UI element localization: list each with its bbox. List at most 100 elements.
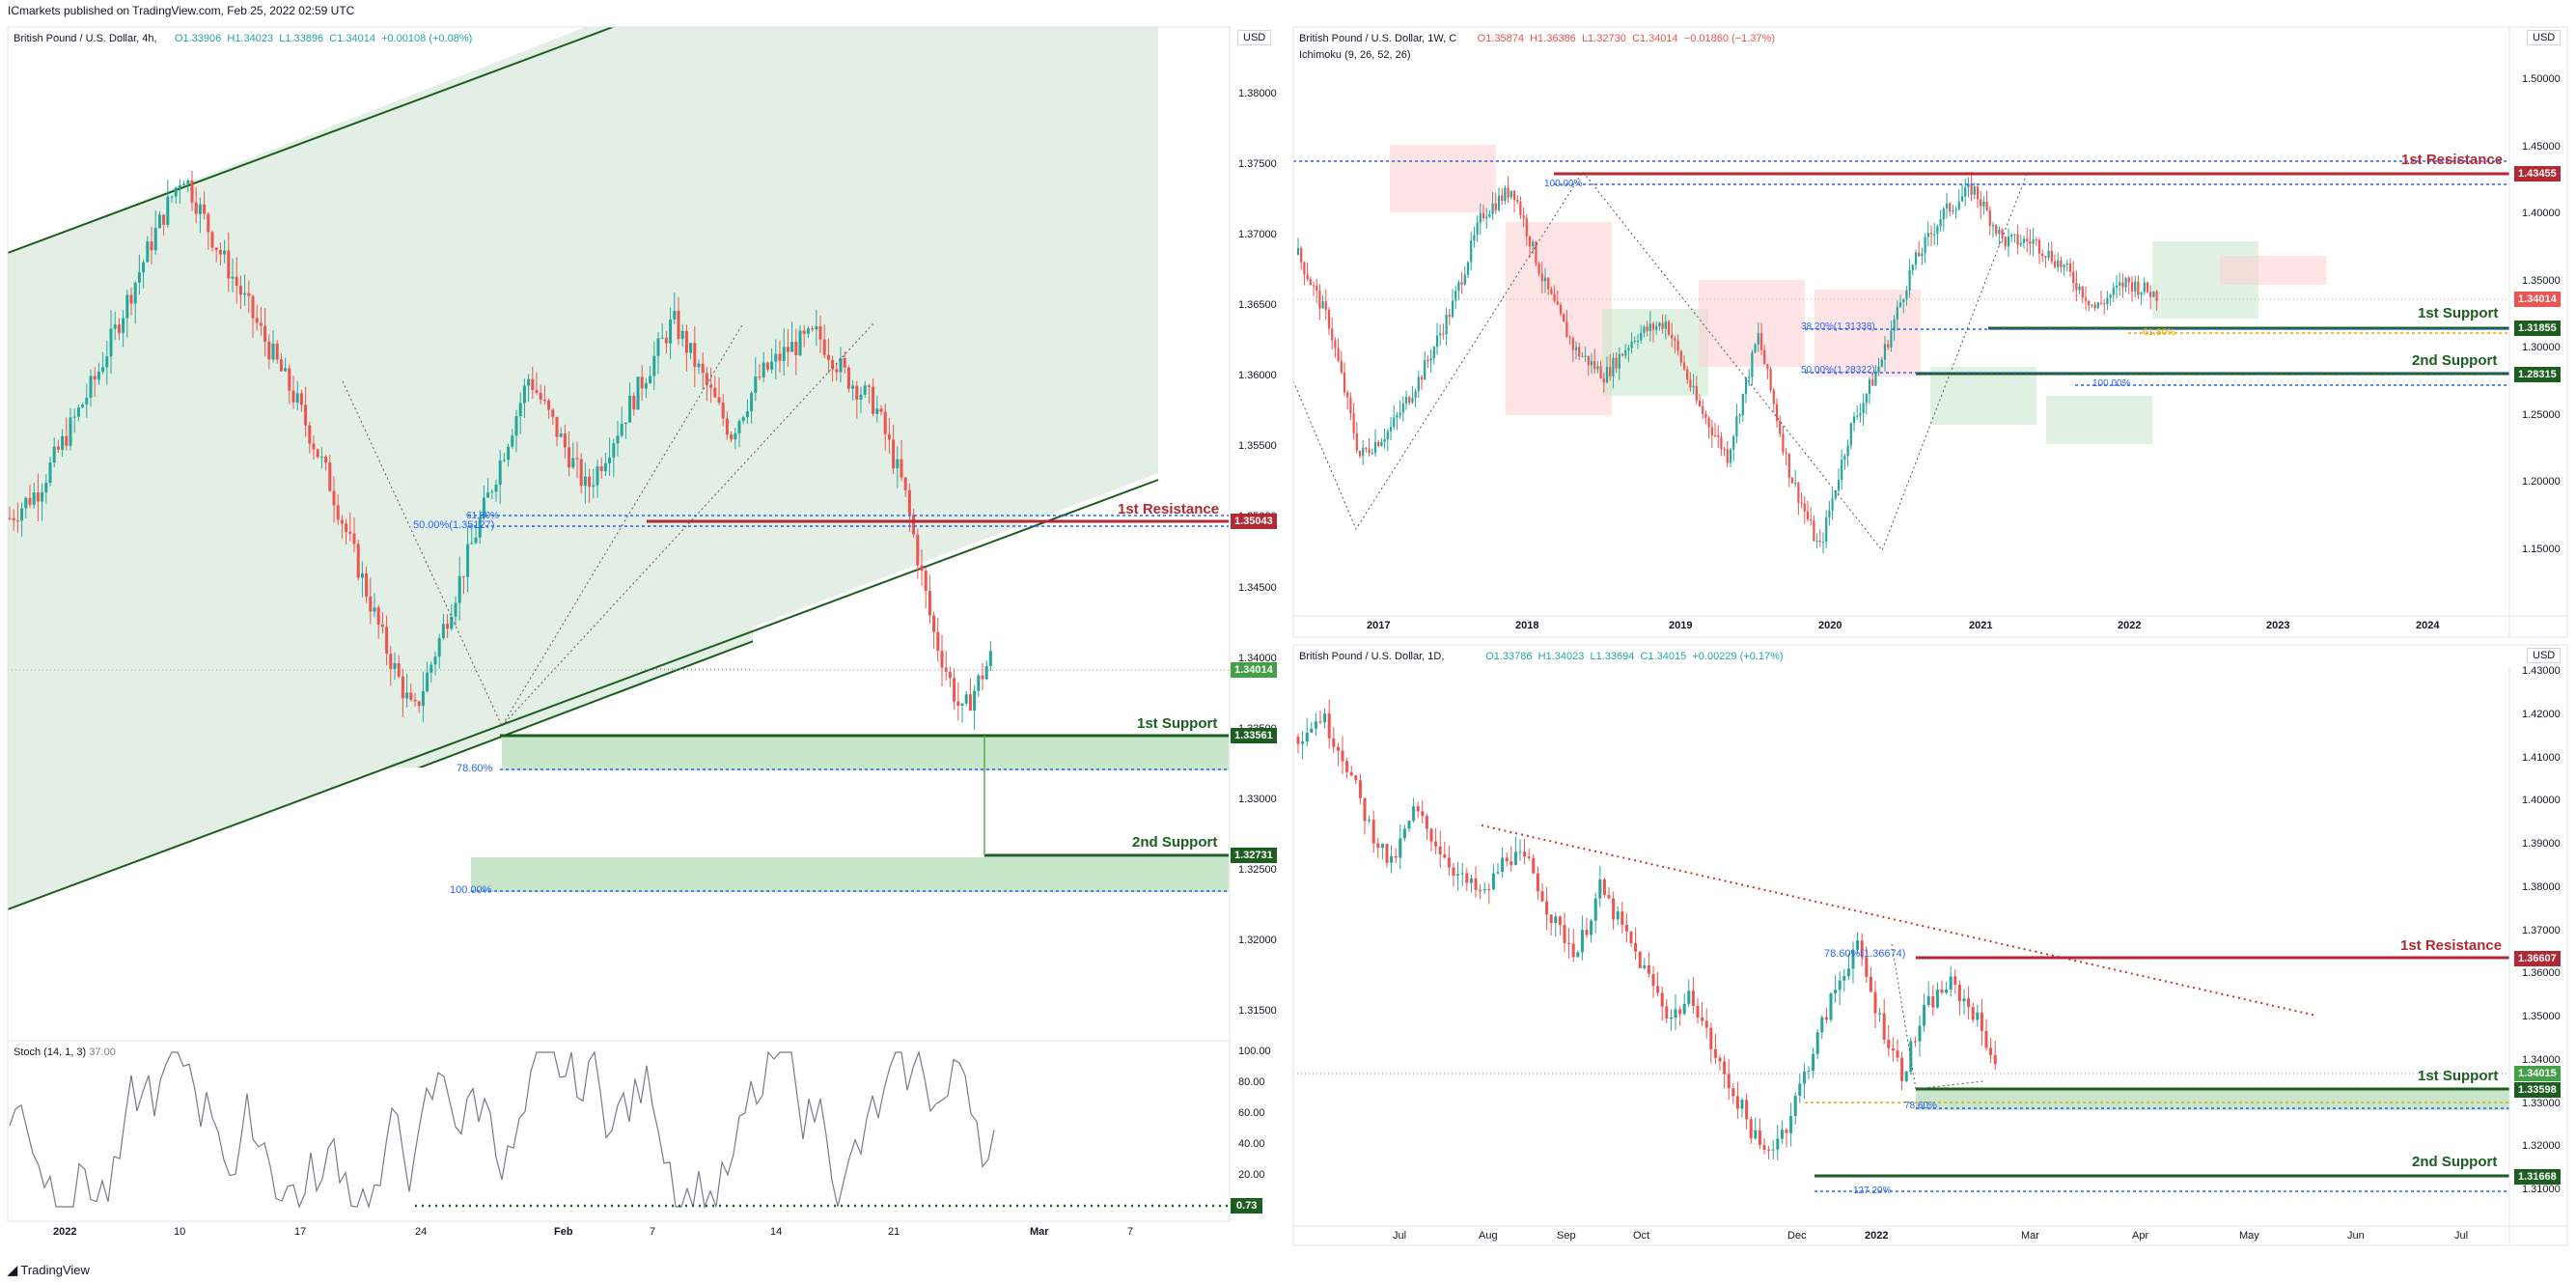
- w1-candle: [1296, 237, 1300, 256]
- w1-candle: [1818, 529, 1821, 547]
- w1-candle-body: [1362, 447, 1365, 457]
- h4-candle: [721, 393, 725, 427]
- d1-candle-body: [1802, 1071, 1806, 1084]
- h4-candle-body: [69, 417, 72, 446]
- d1-candle-body: [1314, 721, 1317, 729]
- w1-candle-body: [1985, 201, 1988, 210]
- d1-candle-body: [1674, 1009, 1677, 1019]
- h4-candle-body: [725, 418, 729, 435]
- h4-candle: [851, 379, 855, 402]
- d1-candle-body: [1358, 780, 1362, 798]
- d1-candle: [1731, 1083, 1735, 1104]
- w1-candle-body: [1365, 447, 1368, 450]
- w1-candle: [1843, 453, 1846, 470]
- price-axis-tick-1w: 1.35000: [2522, 274, 2561, 287]
- w1-candle-body: [1494, 203, 1497, 210]
- w1-candle: [1432, 345, 1435, 365]
- stoch-header: Stoch (14, 1, 3) 37.00: [14, 1047, 116, 1058]
- d1-candle-body: [1727, 1074, 1731, 1089]
- w1-candle: [1911, 265, 1914, 276]
- h4-candle: [401, 668, 404, 717]
- d1-candle: [1696, 997, 1700, 1024]
- candles-1d-group: [1296, 699, 1997, 1160]
- h4-candle-body: [960, 703, 964, 707]
- w1-candle-body: [1779, 421, 1782, 434]
- w1-candle-body: [1556, 301, 1559, 305]
- fib-618-label-1w: 61.80%: [2143, 327, 2175, 338]
- w1-candle-body: [2091, 304, 2093, 306]
- w1-candle: [1300, 246, 1303, 270]
- currency-badge-1w[interactable]: USD: [2527, 30, 2562, 45]
- h4-candle: [782, 328, 786, 377]
- h4-candle-body: [413, 699, 417, 702]
- d1-candle-body: [1532, 857, 1536, 874]
- h4-candle-body: [912, 514, 916, 535]
- h4-candle: [790, 321, 794, 352]
- channel-upper-4h: [8, 27, 614, 254]
- h4-candle: [125, 289, 129, 338]
- d1-candle-body: [1310, 728, 1314, 733]
- h4-candle-body: [421, 691, 425, 707]
- w1-candle: [2084, 286, 2088, 310]
- h4-candle-body: [603, 462, 607, 472]
- d1-candle-body: [1496, 872, 1500, 874]
- w1-candle: [1497, 187, 1501, 212]
- h4-candle-body: [867, 385, 871, 387]
- d1-candle: [1923, 993, 1926, 1032]
- w1-candle: [2035, 237, 2037, 246]
- h4-candle-body: [636, 377, 640, 410]
- w1-candle-body: [1754, 344, 1757, 352]
- support-1-price-4h: 1.33561: [1231, 728, 1277, 743]
- h4-candle-body: [288, 368, 291, 391]
- w1-candle-body: [1671, 334, 1674, 339]
- h4-candle: [24, 496, 28, 518]
- h4-candle-body: [210, 232, 214, 248]
- d1-candle-body: [1580, 930, 1584, 953]
- w1-candle-body: [1312, 285, 1316, 287]
- w1-candle-body: [1720, 436, 1723, 450]
- h4-candle-body: [137, 272, 141, 283]
- h4-candle-body: [441, 624, 445, 638]
- h4-candle: [48, 457, 52, 487]
- time-axis-tick-4h: 24: [415, 1226, 428, 1238]
- w1-candle-body: [1451, 300, 1454, 318]
- time-axis-tick-4h: 7: [650, 1226, 656, 1238]
- h4-candle-body: [304, 405, 308, 426]
- h4-candle-body: [851, 385, 855, 389]
- footer-brand[interactable]: ◢ TradingView: [8, 1263, 90, 1278]
- h4-candle: [365, 566, 369, 603]
- w1-candle: [2032, 227, 2035, 257]
- d1-candle: [1993, 1041, 1997, 1071]
- w1-candle-body: [1593, 360, 1596, 370]
- h4-candle-body: [717, 397, 721, 404]
- w1-candle: [2037, 237, 2041, 265]
- w1-candle-body: [1318, 290, 1321, 309]
- d1-candle-body: [1425, 816, 1428, 829]
- support-1-price-1w: 1.31855: [2514, 321, 2561, 336]
- w1-candle-body: [1865, 394, 1868, 404]
- w1-candle-body: [1473, 235, 1476, 241]
- w1-candle-body: [2078, 286, 2081, 291]
- w1-candle: [1615, 351, 1618, 373]
- w1-candle: [1532, 239, 1535, 254]
- fib-path-1w: [1293, 171, 2028, 551]
- d1-candle: [1558, 915, 1562, 935]
- h4-candle-body: [887, 433, 891, 440]
- h4-candle: [490, 488, 494, 500]
- currency-badge-4h[interactable]: USD: [1237, 30, 1272, 45]
- w1-candle: [2029, 229, 2032, 256]
- d1-candle: [1585, 917, 1589, 938]
- h4-candle: [981, 662, 984, 690]
- h4-candle-body: [490, 491, 494, 493]
- h4-candle-body: [579, 459, 583, 487]
- w1-candle-body: [1516, 199, 1519, 202]
- currency-badge-1d[interactable]: USD: [2527, 648, 2562, 663]
- w1-candle: [1504, 184, 1507, 205]
- h4-candle: [360, 561, 364, 598]
- h4-candle: [441, 613, 445, 640]
- h4-candle-body: [583, 476, 587, 487]
- d1-candle-body: [1465, 873, 1469, 883]
- h4-candle: [802, 324, 806, 348]
- d1-candle-body: [1593, 898, 1597, 921]
- h4-candle-body: [818, 325, 822, 340]
